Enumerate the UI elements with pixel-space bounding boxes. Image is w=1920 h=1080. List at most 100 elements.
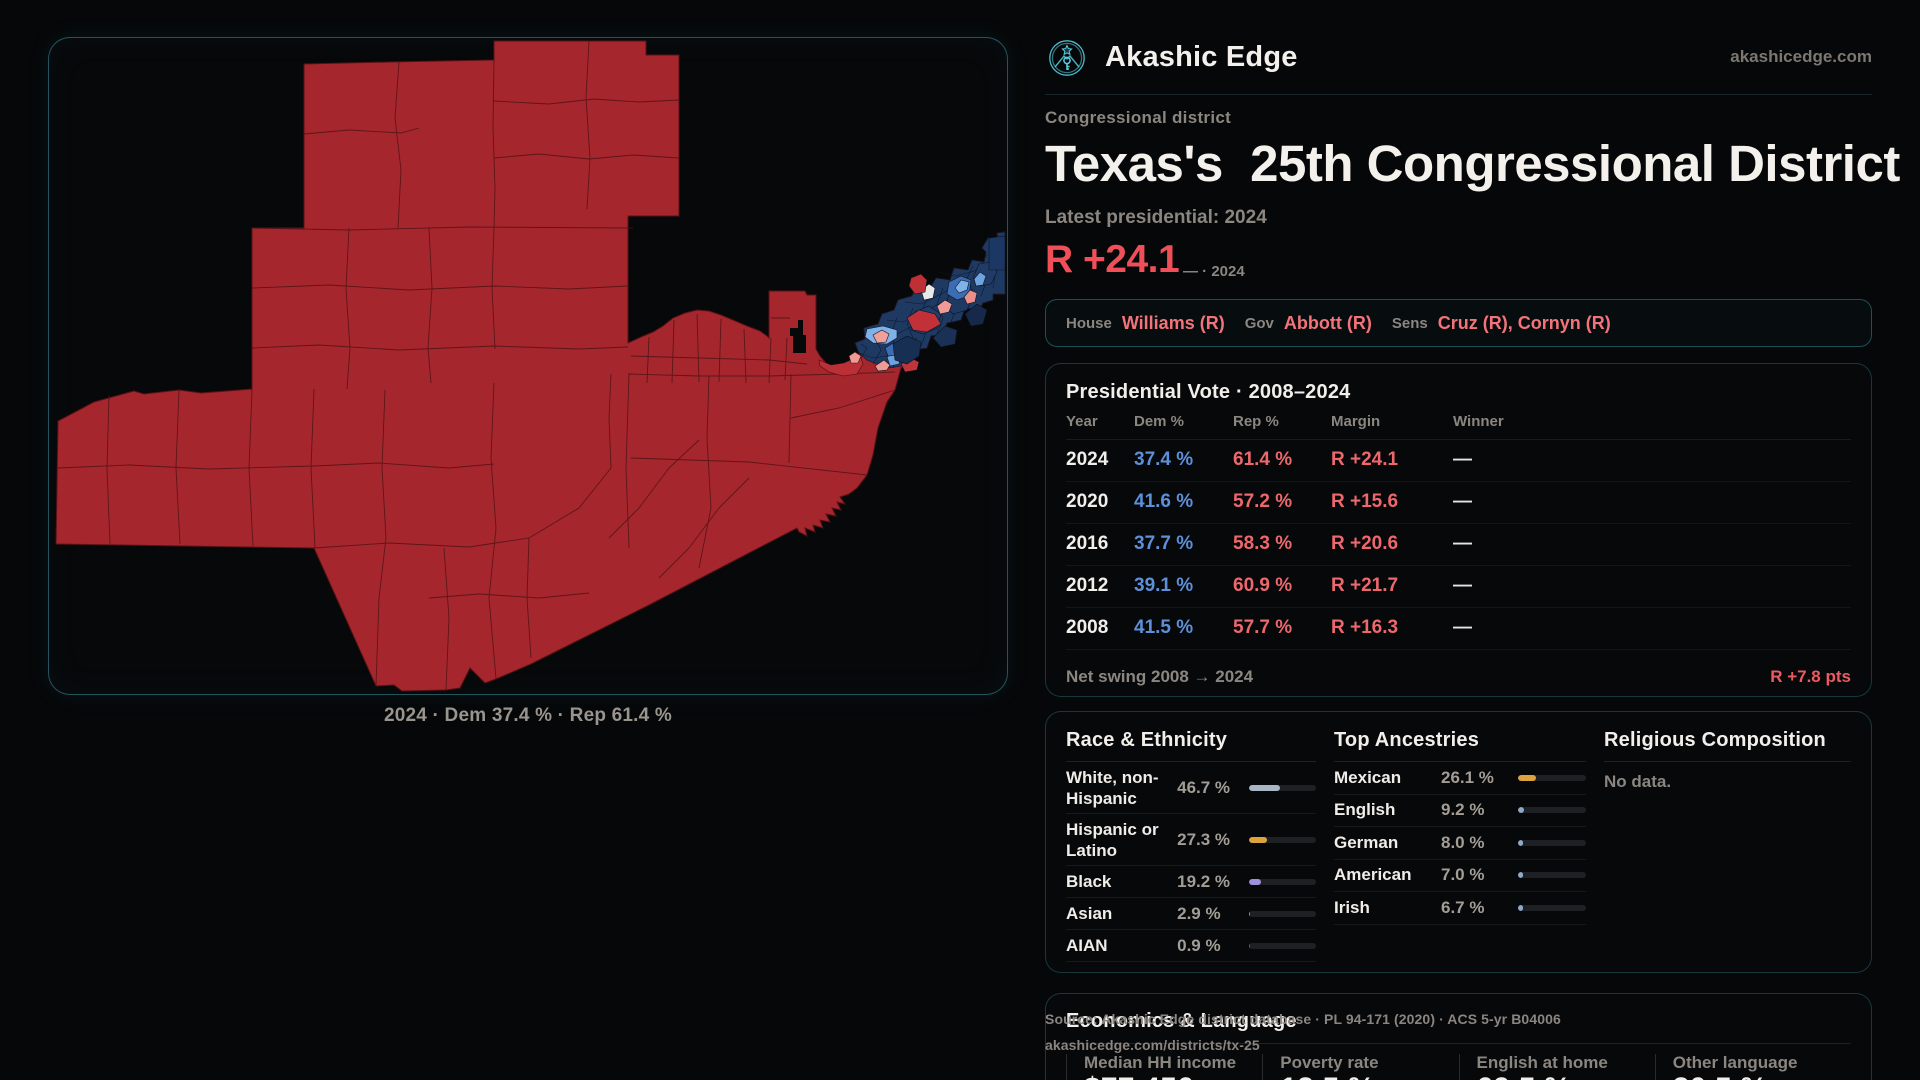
race-bar — [1248, 910, 1316, 917]
ancestry-row: American 7.0 % — [1334, 860, 1586, 892]
district-map — [55, 40, 1006, 692]
brand-domain: akashicedge.com — [1730, 47, 1872, 66]
table-row: 2008 41.5 % 57.7 % R +16.3 — — [1066, 607, 1851, 650]
ancestry-row: Mexican 26.1 % — [1334, 762, 1586, 795]
cell-year: 2020 — [1066, 481, 1134, 524]
ancestry-value: 6.7 % — [1441, 897, 1485, 917]
page-eyebrow: Congressional district — [1045, 108, 1232, 127]
cell-rep: 60.9 % — [1233, 565, 1331, 608]
stat-median-income: Median HH income $77,456 — [1066, 1054, 1262, 1080]
race-value: 2.9 % — [1177, 903, 1221, 923]
cell-dem: 37.7 % — [1134, 523, 1233, 566]
ancestry-value: 26.1 % — [1441, 767, 1494, 787]
officials-sens-label: Sens — [1391, 314, 1428, 332]
race-bar — [1248, 784, 1316, 791]
cell-winner: — — [1453, 565, 1851, 608]
race-label: Hispanic or Latino — [1066, 819, 1159, 860]
table-header-row: Year Dem % Rep % Margin Winner — [1066, 413, 1851, 440]
cell-rep: 61.4 % — [1233, 439, 1331, 482]
stat-value: 12.5 % — [1280, 1073, 1458, 1080]
race-bar — [1248, 878, 1316, 885]
race-label: AIAN — [1066, 936, 1108, 955]
religion-section: Religious Composition No data. — [1604, 729, 1851, 955]
latest-presidential-label: Latest presidential: 2024 — [1045, 207, 1267, 228]
table-row: 2024 37.4 % 61.4 % R +24.1 — — [1066, 439, 1851, 482]
net-swing-value: R +7.8 pts — [1770, 667, 1851, 686]
cell-dem: 37.4 % — [1134, 439, 1233, 482]
cell-margin: R +16.3 — [1331, 607, 1453, 650]
ancestry-value: 9.2 % — [1441, 800, 1485, 820]
col-year: Year — [1066, 413, 1134, 440]
map-peninsula-notch — [790, 320, 806, 353]
source-line: Source: Akashic Edge district database ·… — [1045, 1011, 1561, 1027]
ancestry-bar — [1518, 839, 1586, 846]
race-row: Black 19.2 % — [1066, 866, 1316, 898]
net-swing-label: Net swing 2008 → 2024 — [1066, 667, 1254, 686]
net-swing-row: Net swing 2008 → 2024 R +7.8 pts — [1066, 667, 1851, 687]
ancestry-label: German — [1334, 832, 1399, 852]
presidential-vote-card: Presidential Vote · 2008–2024 Year Dem %… — [1045, 363, 1872, 697]
ancestry-row: German 8.0 % — [1334, 827, 1586, 860]
table-row: 2016 37.7 % 58.3 % R +20.6 — — [1066, 523, 1851, 566]
cell-dem: 41.5 % — [1134, 607, 1233, 650]
stat-poverty-rate: Poverty rate 12.5 % — [1262, 1054, 1458, 1080]
stat-value: $77,456 — [1084, 1073, 1262, 1080]
cell-margin: R +24.1 — [1331, 439, 1453, 482]
stat-value: 30.5 % — [1673, 1073, 1851, 1080]
headline-margin: R +24.1 — [1045, 238, 1180, 281]
table-row: 2012 39.1 % 60.9 % R +21.7 — — [1066, 565, 1851, 608]
cell-winner: — — [1453, 439, 1851, 482]
race-ethnicity-title: Race & Ethnicity — [1066, 729, 1228, 751]
cell-year: 2024 — [1066, 439, 1134, 482]
stat-english-at-home: English at home 69.5 % — [1458, 1053, 1655, 1080]
cell-year: 2016 — [1066, 523, 1134, 566]
cell-rep: 57.7 % — [1233, 607, 1331, 650]
race-row: Hispanic or Latino 27.3 % — [1066, 814, 1316, 866]
ancestry-bar — [1518, 872, 1586, 879]
col-dem: Dem % — [1134, 413, 1233, 440]
header — [1045, 0, 1872, 95]
economics-stats: Median HH income $77,456 Poverty rate 12… — [1066, 1054, 1851, 1080]
stat-label: Other language — [1672, 1053, 1798, 1072]
presidential-vote-table: Year Dem % Rep % Margin Winner 2024 37.4… — [1066, 413, 1851, 650]
race-label: White, non-Hispanic — [1066, 767, 1159, 808]
cell-margin: R +15.6 — [1331, 481, 1453, 524]
race-ethnicity-section: Race & Ethnicity White, non-Hispanic 46.… — [1066, 729, 1316, 962]
ancestry-bar — [1518, 904, 1586, 911]
cell-margin: R +21.7 — [1331, 565, 1453, 608]
race-bar — [1248, 942, 1316, 949]
cell-winner: — — [1453, 481, 1851, 524]
ancestry-bar — [1518, 774, 1586, 781]
stat-label: English at home — [1476, 1053, 1608, 1072]
ancestries-section: Top Ancestries Mexican 26.1 % English 9.… — [1334, 729, 1586, 955]
brand-name: Akashic Edge — [1105, 41, 1298, 73]
economics-title: Economics & Language — [1066, 1010, 1297, 1032]
ancestry-label: American — [1334, 865, 1412, 885]
map-cluster — [854, 231, 1006, 373]
table-row: 2020 41.6 % 57.2 % R +15.6 — — [1066, 481, 1851, 524]
cell-winner: — — [1453, 523, 1851, 566]
race-label: Asian — [1066, 904, 1113, 923]
religion-title: Religious Composition — [1604, 729, 1826, 751]
cell-dem: 41.6 % — [1134, 481, 1233, 524]
ancestry-label: Irish — [1334, 897, 1370, 917]
demographics-card: Race & Ethnicity White, non-Hispanic 46.… — [1045, 711, 1872, 973]
ancestries-title: Top Ancestries — [1334, 729, 1480, 751]
officials-house-value: Williams (R) — [1121, 312, 1225, 333]
stat-label: Poverty rate — [1280, 1053, 1379, 1072]
cell-winner: — — [1453, 607, 1851, 650]
col-rep: Rep % — [1233, 413, 1331, 440]
race-value: 19.2 % — [1177, 871, 1231, 891]
race-value: 0.9 % — [1177, 935, 1221, 955]
map-caption: 2024 · Dem 37.4 % · Rep 61.4 % — [384, 705, 672, 726]
ancestry-value: 7.0 % — [1441, 865, 1485, 885]
race-row: White, non-Hispanic 46.7 % — [1066, 762, 1316, 814]
officials-gov-label: Gov — [1244, 314, 1274, 332]
officials-bar: House Williams (R) Gov Abbott (R) Sens C… — [1045, 299, 1872, 347]
map-boundary-lines — [57, 40, 896, 691]
cell-year: 2008 — [1066, 607, 1134, 650]
col-margin: Margin — [1331, 413, 1453, 440]
race-value: 27.3 % — [1177, 829, 1231, 849]
race-row: AIAN 0.9 % — [1066, 930, 1316, 962]
presidential-vote-title: Presidential Vote · 2008–2024 — [1066, 381, 1351, 403]
